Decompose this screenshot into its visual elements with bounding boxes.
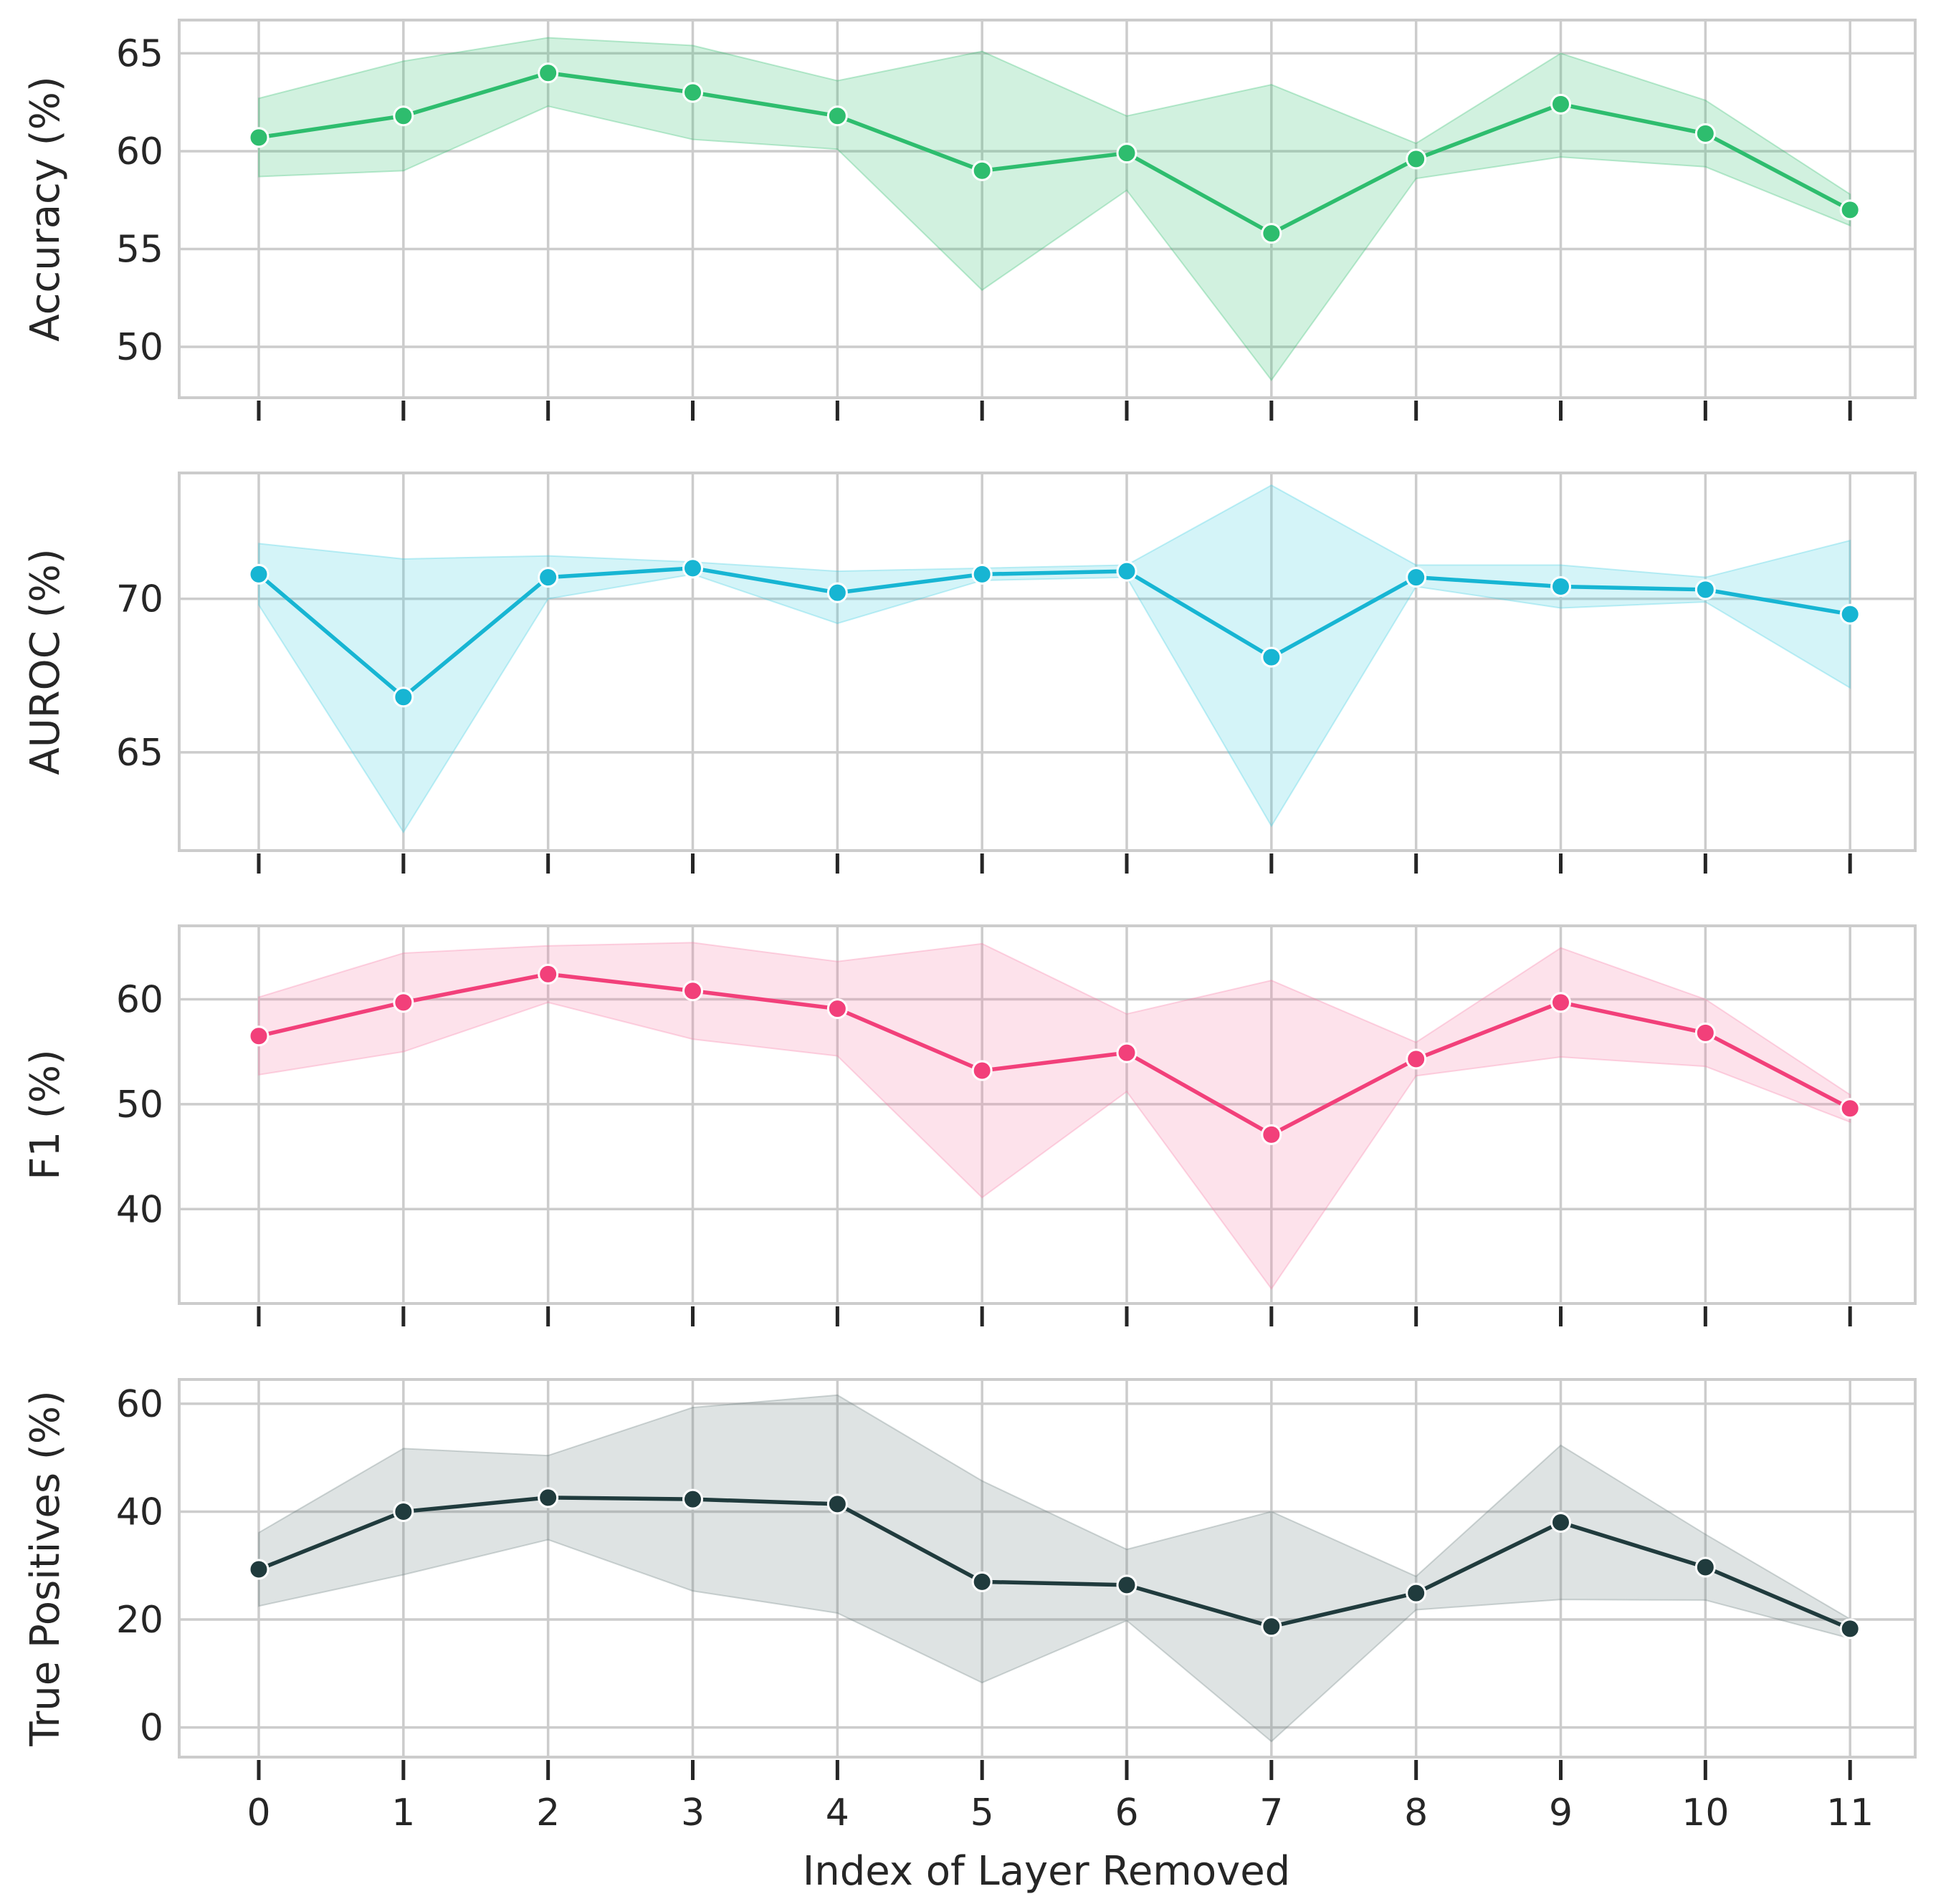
x-tick-label: 5 [970,1791,994,1834]
data-point [971,1060,993,1081]
x-tick-label: 7 [1259,1791,1283,1834]
data-point [1261,1616,1282,1637]
data-point [826,105,848,127]
data-point [1550,1512,1572,1534]
confidence-band [258,942,1851,1291]
data-point [1550,93,1572,115]
data-point [1694,1556,1716,1578]
panel-accuracy: 50 55 60 65 Accuracy (%) [22,19,1917,421]
data-point [538,963,559,985]
data-point [393,992,414,1013]
data-point [826,582,848,603]
y-tick-label: 65 [116,732,163,775]
series-line [257,1496,1851,1631]
confidence-band [258,37,1851,382]
data-point [393,1501,414,1522]
data-point [1694,579,1716,601]
y-tick-label: 50 [116,1083,163,1126]
data-point [393,105,414,127]
data-point [1116,143,1137,164]
y-tick-label: 70 [116,578,163,621]
x-tick-label: 10 [1682,1791,1729,1834]
x-tick-label: 6 [1115,1791,1138,1834]
data-point [1406,567,1427,588]
data-point [1261,223,1282,244]
data-point [248,1559,270,1580]
series-line [258,972,1851,1137]
data-point [682,82,704,103]
confidence-band [258,1394,1851,1743]
data-point [1839,1098,1861,1119]
x-tick-label: 11 [1826,1791,1874,1834]
y-axis-title: Accuracy (%) [22,76,69,341]
data-point [826,998,848,1020]
data-point [1839,199,1861,221]
panel-frame [178,1378,1917,1759]
data-point [1406,1048,1427,1070]
y-tick-label: 55 [116,228,163,271]
data-point [682,980,704,1002]
data-point [1261,1124,1282,1145]
data-point [538,1487,559,1508]
data-point [1694,1022,1716,1043]
panel-f1: 40 50 60 F1 (%) [22,924,1917,1326]
data-point [1839,1618,1861,1640]
y-tick-label: 50 [116,326,163,369]
x-tick-label: 2 [536,1791,560,1834]
y-tick-label: 60 [116,130,163,173]
data-point [826,1493,848,1515]
y-axis-title: AUROC (%) [22,548,69,775]
data-point [971,563,993,585]
x-tick-label: 0 [247,1791,270,1834]
data-point [538,567,559,588]
panel-true-positives: 0 20 40 60 True Positives (%) 0 1 2 3 4 5 6 7 8 9 10 11 [22,1378,1917,1834]
panel-frame [178,924,1917,1305]
data-point [1406,1582,1427,1604]
x-axis-title: Index of Layer Removed [803,1848,1290,1895]
series-line [257,566,1851,699]
y-tick-label: 60 [116,1383,163,1426]
data-point [1694,123,1716,144]
y-tick-label: 40 [116,1491,163,1534]
x-tick-label: 3 [681,1791,705,1834]
data-point [1550,992,1572,1013]
y-tick-label: 40 [116,1188,163,1231]
data-point [1116,1042,1137,1063]
data-point [971,1571,993,1592]
x-tick-label: 8 [1404,1791,1428,1834]
data-point [538,62,559,84]
x-tick-label: 4 [826,1791,849,1834]
data-point [393,687,414,708]
data-point [248,1025,270,1047]
data-point [682,1488,704,1510]
data-point [1261,646,1282,668]
data-point [1406,148,1427,170]
y-tick-label: 65 [116,32,163,75]
y-axis-title: F1 (%) [22,1049,69,1180]
data-point [682,558,704,579]
panel-auroc: 65 70 AUROC (%) [22,472,1917,874]
y-tick-label: 20 [116,1599,163,1642]
data-point [1550,576,1572,598]
y-tick-label: 60 [116,978,163,1021]
data-point [1839,603,1861,625]
x-tick-label: 9 [1549,1791,1573,1834]
y-axis-title: True Positives (%) [22,1390,69,1747]
series-line [258,70,1851,236]
panel-frame [178,472,1917,852]
data-point [248,563,270,585]
data-point [248,127,270,148]
data-point [971,160,993,181]
x-tick-label: 1 [391,1791,415,1834]
data-point [1116,560,1137,582]
y-tick-label: 0 [140,1707,163,1750]
panel-frame [178,19,1917,399]
confidence-band [258,484,1851,834]
data-point [1116,1574,1137,1596]
